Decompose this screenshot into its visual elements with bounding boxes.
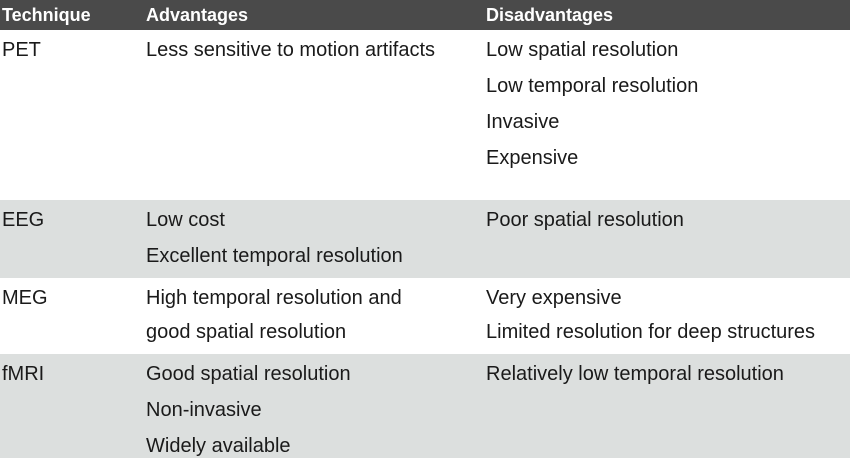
advantage-item: Good spatial resolution xyxy=(146,363,351,385)
disadvantages-cell: Low spatial resolution Low temporal reso… xyxy=(486,30,850,183)
technique-cell: PET xyxy=(2,30,142,75)
technique-name: PET xyxy=(2,39,41,61)
advantages-cell: Low cost Excellent temporal resolution xyxy=(146,200,482,281)
advantage-item: High temporal resolution and xyxy=(146,287,402,309)
disadvantage-item: Very expensive xyxy=(486,287,622,309)
comparison-table: Technique Advantages Disadvantages PET L… xyxy=(0,0,850,458)
technique-cell: MEG xyxy=(2,278,142,321)
technique-name: MEG xyxy=(2,287,48,309)
technique-name: EEG xyxy=(2,209,45,231)
technique-name: fMRI xyxy=(2,363,45,385)
advantages-cell: High temporal resolution and good spatia… xyxy=(146,278,482,355)
advantage-item: good spatial resolution xyxy=(146,321,347,343)
disadvantage-item: Low temporal resolution xyxy=(486,75,699,97)
header-advantages: Advantages xyxy=(146,5,249,25)
disadvantage-item: Poor spatial resolution xyxy=(486,209,684,231)
advantages-cell: Less sensitive to motion artifacts xyxy=(146,30,482,75)
disadvantage-item: Low spatial resolution xyxy=(486,39,679,61)
disadvantage-item: Relatively low temporal resolution xyxy=(486,363,784,385)
disadvantages-cell: Relatively low temporal resolution xyxy=(486,354,850,399)
advantage-item: Excellent temporal resolution xyxy=(146,245,403,267)
table-header: Technique Advantages Disadvantages xyxy=(0,0,850,30)
table-row: fMRI Good spatial resolution Non-invasiv… xyxy=(0,354,850,458)
technique-cell: fMRI xyxy=(2,354,142,399)
advantage-item: Non-invasive xyxy=(146,399,262,421)
header-disadvantages: Disadvantages xyxy=(486,5,614,25)
advantage-item: Low cost xyxy=(146,209,225,231)
technique-cell: EEG xyxy=(2,200,142,245)
disadvantage-item: Expensive xyxy=(486,147,579,169)
header-technique: Technique xyxy=(2,5,91,25)
disadvantage-item: Limited resolution for deep structures xyxy=(486,321,816,343)
advantage-item: Widely available xyxy=(146,435,291,457)
disadvantages-cell: Very expensive Limited resolution for de… xyxy=(486,278,850,355)
disadvantages-cell: Poor spatial resolution xyxy=(486,200,850,245)
disadvantage-item: Invasive xyxy=(486,111,560,133)
table-row: MEG High temporal resolution and good sp… xyxy=(0,278,850,354)
table-row: EEG Low cost Excellent temporal resoluti… xyxy=(0,200,850,278)
advantages-cell: Good spatial resolution Non-invasive Wid… xyxy=(146,354,482,471)
advantage-item: Less sensitive to motion artifacts xyxy=(146,39,436,61)
table-row: PET Less sensitive to motion artifacts L… xyxy=(0,30,850,200)
